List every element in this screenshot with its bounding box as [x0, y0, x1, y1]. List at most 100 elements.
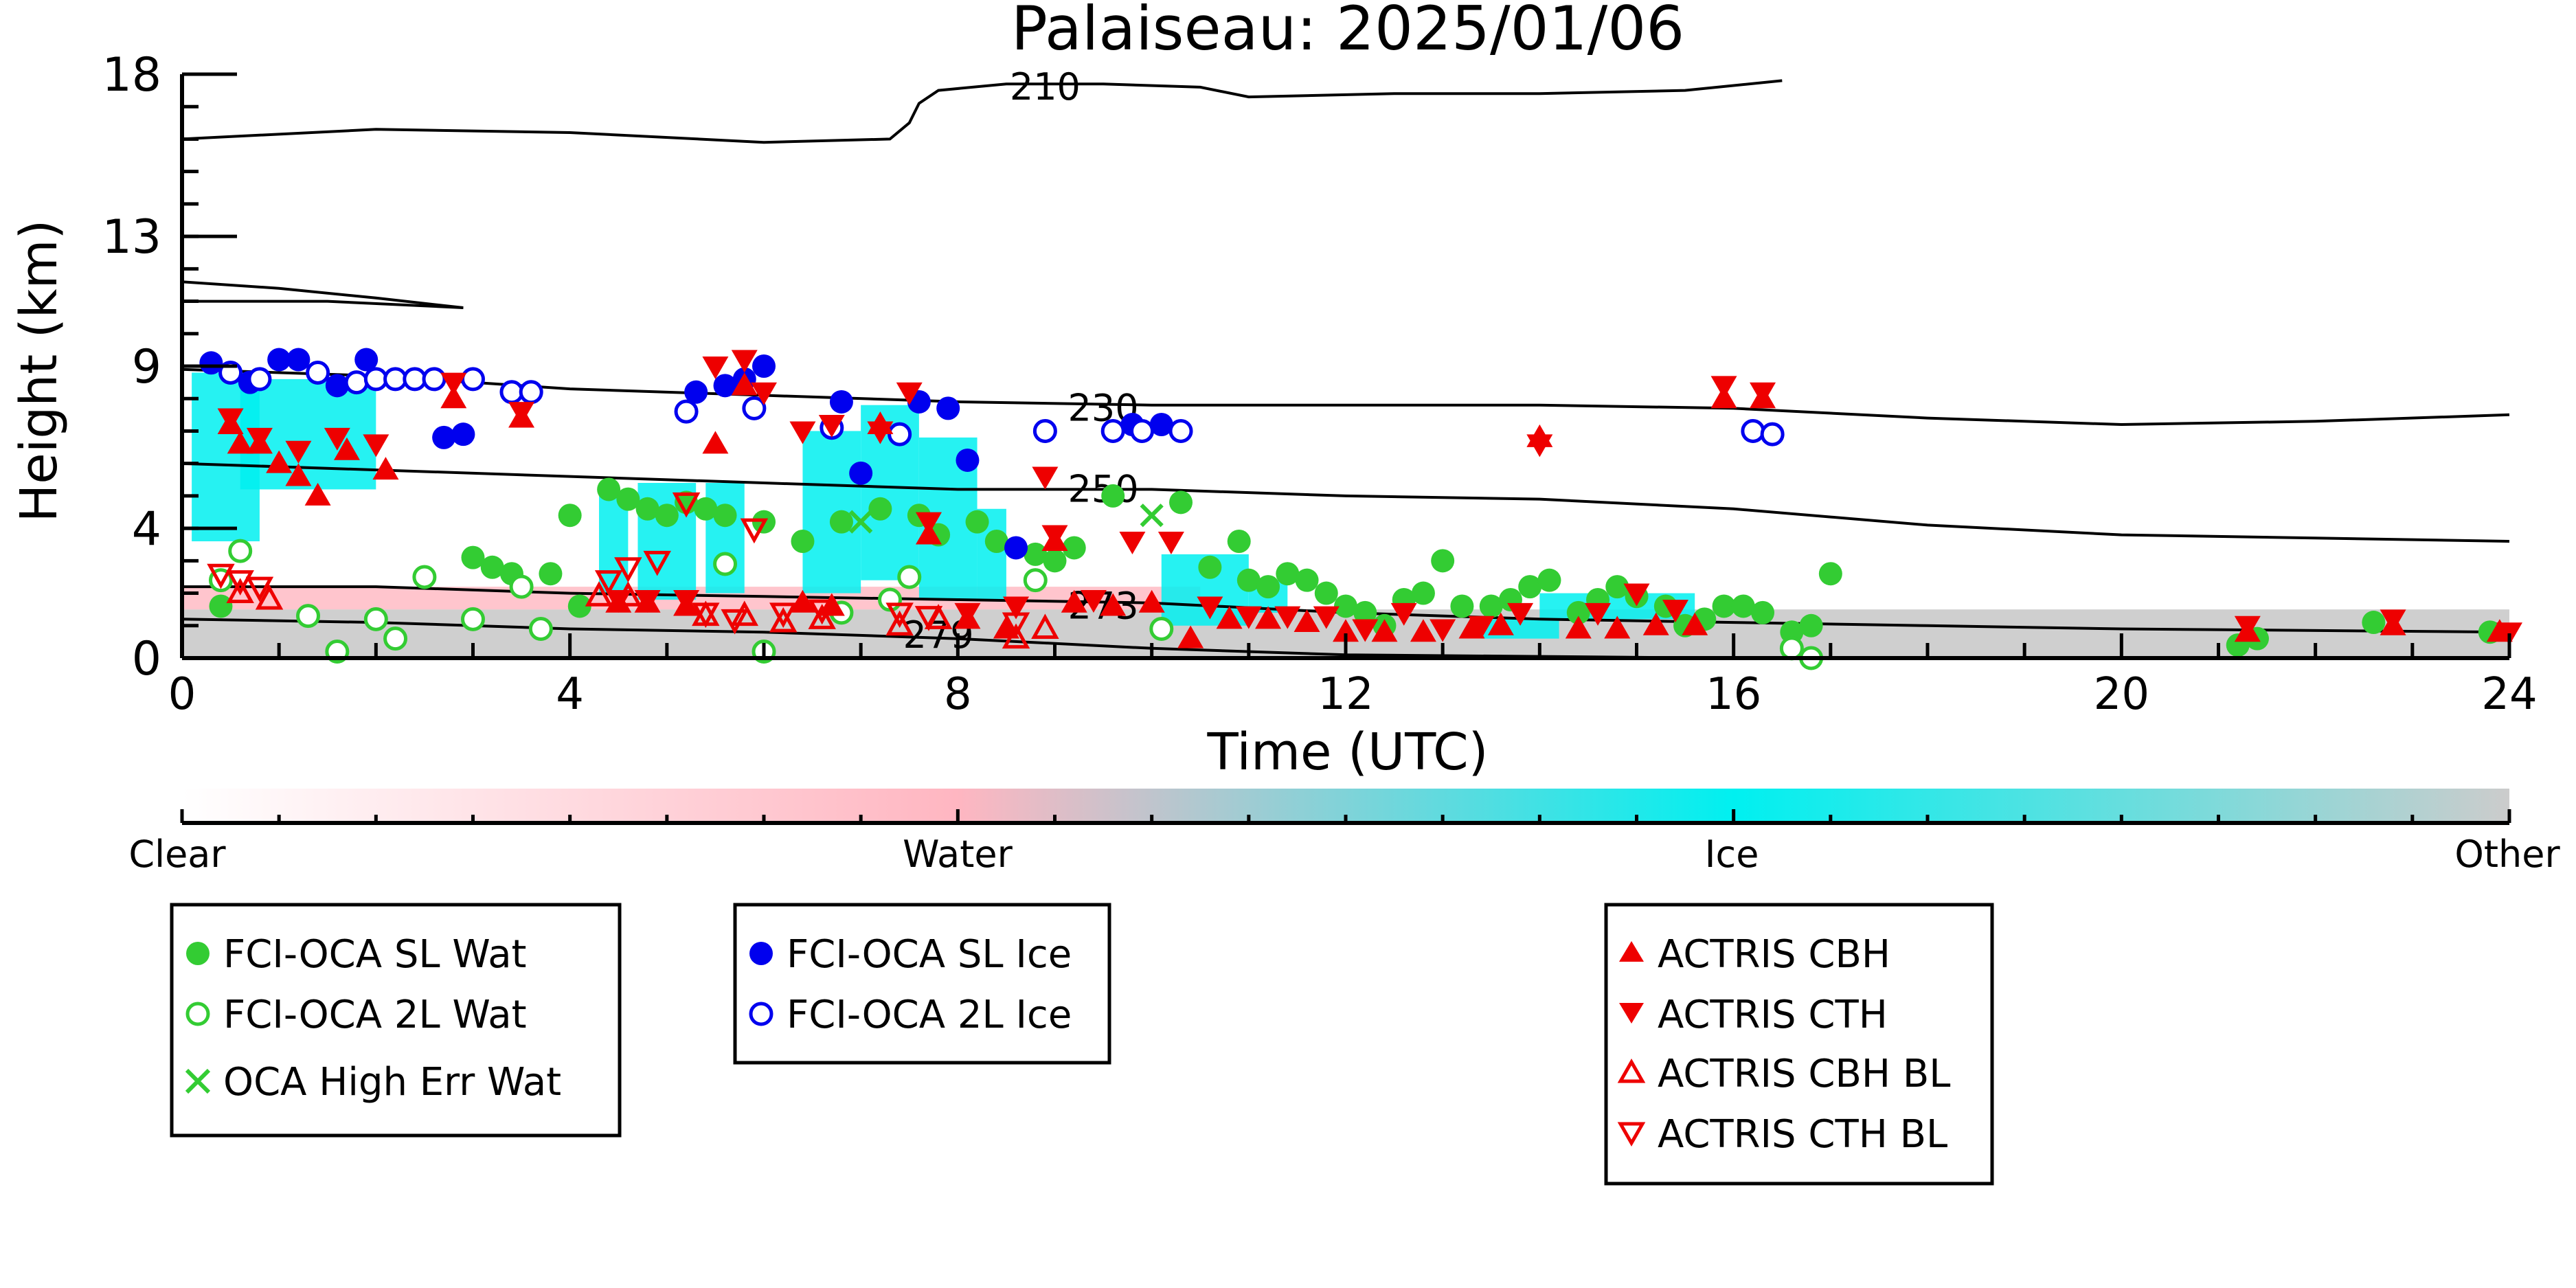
- data-point: [829, 510, 853, 534]
- colorbar-label-ice: Ice: [1705, 833, 1759, 876]
- data-point: [499, 380, 524, 405]
- data-point: [1712, 594, 1736, 618]
- data-point: [713, 374, 737, 398]
- legend-label-cbh: ACTRIS CBH: [1658, 932, 1890, 977]
- data-point: [267, 348, 291, 372]
- contour-line: [181, 462, 2510, 543]
- data-point: [702, 357, 729, 379]
- legend-water: FCI-OCA SL Wat FCI-OCA 2L Wat OCA High E…: [170, 903, 622, 1138]
- legend-label-cth-bl: ACTRIS CTH BL: [1658, 1112, 1947, 1157]
- data-point: [1023, 568, 1048, 593]
- legend-water-box: [170, 903, 622, 1138]
- data-point: [965, 510, 989, 534]
- data-point: [1313, 606, 1340, 629]
- data-point: [1410, 619, 1436, 642]
- data-point: [1168, 418, 1193, 443]
- data-point: [742, 396, 767, 420]
- data-point: [740, 518, 769, 544]
- y-axis-label: Height (km): [10, 220, 69, 523]
- data-point: [634, 590, 661, 613]
- data-point: [383, 367, 408, 392]
- data-point: [713, 552, 738, 576]
- x-axis-label: Time (UTC): [1206, 723, 1488, 782]
- data-point: [1003, 596, 1030, 620]
- data-point: [286, 348, 310, 372]
- data-point: [1140, 504, 1164, 528]
- data-point: [730, 600, 759, 626]
- data-point: [984, 530, 1008, 553]
- data-point: [2380, 609, 2406, 633]
- data-point: [1605, 575, 1629, 599]
- data-point: [461, 367, 485, 392]
- data-point: [808, 604, 836, 629]
- data-point: [1585, 602, 1612, 626]
- data-point: [1390, 602, 1417, 626]
- series-layer: [199, 348, 2522, 670]
- legend-marker-cth-bl: [1617, 1122, 1646, 1147]
- series-fci-oca-2l-ice: [218, 360, 1785, 447]
- data-point: [888, 422, 912, 447]
- contour-line: [181, 368, 2510, 427]
- data-point: [1138, 589, 1165, 613]
- data-point: [1274, 606, 1301, 629]
- data-point: [789, 421, 816, 444]
- data-point: [936, 396, 960, 420]
- data-point: [227, 431, 253, 454]
- data-point: [1002, 612, 1030, 638]
- data-point: [594, 570, 623, 596]
- data-point: [954, 602, 981, 626]
- colorbar-ticks: [180, 809, 2511, 823]
- data-point: [684, 380, 708, 404]
- data-point: [451, 422, 475, 447]
- data-point: [1334, 594, 1357, 618]
- data-point: [1623, 583, 1650, 607]
- data-point: [1197, 596, 1223, 620]
- data-point: [1353, 600, 1377, 624]
- legend-marker-higherr-wat: [185, 1068, 211, 1094]
- data-point: [597, 477, 621, 501]
- series-actris-cth-bl: [207, 492, 1030, 638]
- data-point: [1100, 418, 1125, 443]
- legend-marker-sl-ice: [749, 942, 773, 965]
- data-point: [1032, 418, 1057, 443]
- data-point: [306, 360, 330, 385]
- data-point: [1024, 542, 1048, 566]
- data-point: [1100, 593, 1127, 616]
- data-point: [567, 594, 591, 618]
- data-point: [635, 497, 659, 521]
- data-point: [324, 427, 350, 451]
- legend-ice-box: [733, 903, 1111, 1065]
- data-point: [1314, 581, 1338, 605]
- data-point: [868, 497, 892, 521]
- data-point: [1818, 562, 1842, 586]
- data-point: [1157, 532, 1184, 554]
- legend-actris-box: [1604, 903, 1994, 1186]
- data-point: [1411, 581, 1435, 605]
- data-point: [246, 427, 273, 451]
- data-point: [769, 602, 798, 629]
- data-point: [1080, 590, 1107, 613]
- data-point: [675, 490, 699, 515]
- data-point: [1731, 594, 1755, 618]
- y-tick-label: 4: [132, 502, 161, 556]
- series-oca-high-err-wat: [849, 504, 1164, 534]
- data-point: [1799, 613, 1823, 637]
- data-point: [1061, 589, 1087, 613]
- data-point: [519, 380, 543, 405]
- data-point: [461, 607, 485, 631]
- data-point: [1468, 615, 1495, 639]
- data-point: [731, 350, 758, 373]
- data-point: [372, 457, 399, 480]
- data-point: [285, 463, 312, 486]
- legend-label-cbh-bl: ACTRIS CBH BL: [1658, 1052, 1950, 1096]
- data-point: [1371, 619, 1398, 642]
- data-point: [914, 606, 943, 631]
- data-point: [363, 434, 389, 457]
- data-point: [344, 370, 369, 395]
- data-point: [199, 351, 223, 375]
- data-point: [1642, 612, 1669, 635]
- data-point: [1479, 594, 1503, 618]
- legend-marker-2l-wat: [185, 1002, 210, 1026]
